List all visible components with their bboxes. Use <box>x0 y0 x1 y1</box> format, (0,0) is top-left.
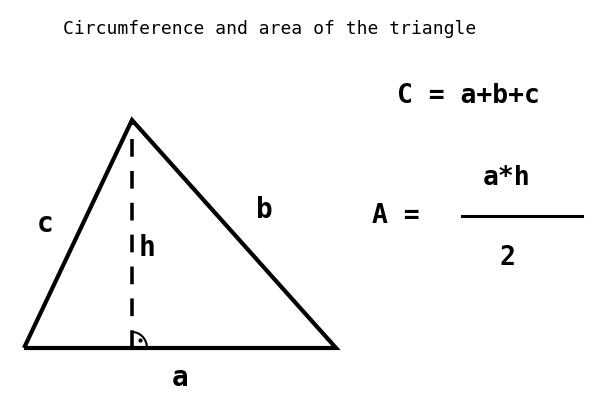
Text: a: a <box>172 364 188 392</box>
Text: b: b <box>256 196 272 224</box>
Text: C = a+b+c: C = a+b+c <box>397 83 539 109</box>
Text: Circumference and area of the triangle: Circumference and area of the triangle <box>64 20 476 38</box>
Text: a*h: a*h <box>483 165 531 191</box>
Text: c: c <box>37 210 53 238</box>
Text: A =: A = <box>372 203 420 229</box>
Text: h: h <box>139 234 155 262</box>
Text: 2: 2 <box>499 245 515 271</box>
